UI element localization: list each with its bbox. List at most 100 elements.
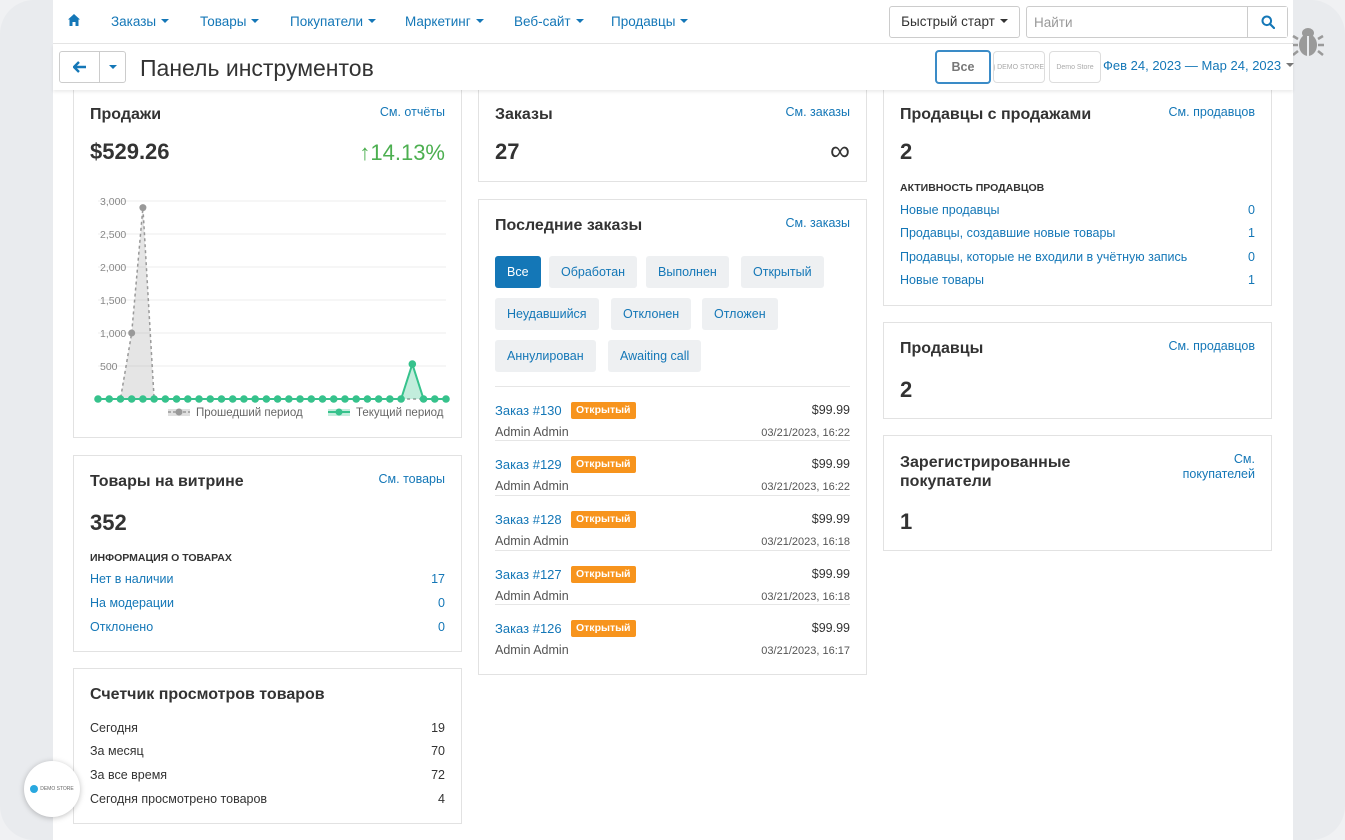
past-period-point — [128, 329, 136, 337]
store-filter-all[interactable]: Все — [935, 50, 991, 84]
filter-declined[interactable]: Отклонен — [611, 298, 692, 330]
nav-orders[interactable]: Заказы — [111, 14, 170, 29]
home-icon[interactable] — [67, 13, 81, 27]
back-button-group — [59, 51, 126, 83]
see-customers-link[interactable]: См. покупателей — [1182, 452, 1255, 481]
order-price: $99.99 — [811, 457, 850, 471]
filter-awaiting-call[interactable]: Awaiting call — [608, 340, 702, 372]
see-vendors-link-2[interactable]: См. продавцов — [1168, 339, 1255, 353]
products-card: Товары на витрине См. товары 352 ИНФОРМА… — [73, 455, 462, 652]
filter-complete[interactable]: Выполнен — [646, 256, 729, 288]
views-card: Счетчик просмотров товаров Сегодня 19 За … — [73, 668, 462, 824]
order-link[interactable]: Заказ #126 — [495, 621, 562, 636]
products-info-label: ИНФОРМАЦИЯ О ТОВАРАХ — [90, 552, 232, 564]
nav-vendors[interactable]: Продавцы — [611, 14, 689, 29]
date-range-picker[interactable]: Фев 24, 2023 — Мар 24, 2023 — [1103, 58, 1295, 73]
current-period-point — [206, 395, 215, 403]
order-date: 03/21/2023, 16:22 — [761, 481, 850, 493]
views-row-today-products: Сегодня просмотрено товаров 4 — [90, 792, 445, 806]
filter-backordered[interactable]: Отложен — [702, 298, 778, 330]
order-link[interactable]: Заказ #127 — [495, 567, 562, 582]
order-row[interactable]: Заказ #126 Открытый Admin Admin $99.99 0… — [495, 604, 850, 659]
vendor-activity-label: АКТИВНОСТЬ ПРОДАВЦОВ — [900, 182, 1045, 194]
views-row-all-time: За все время 72 — [90, 768, 445, 782]
current-period-point — [397, 395, 405, 403]
sales-title: Продажи — [90, 106, 162, 123]
status-badge: Открытый — [571, 620, 636, 637]
orders-change: ∞ — [830, 135, 850, 166]
order-row[interactable]: Заказ #127 Открытый Admin Admin $99.99 0… — [495, 550, 850, 605]
sales-change: ↑14.13% — [359, 140, 445, 165]
current-period-point — [127, 395, 136, 403]
vendor-row-not-logged-in[interactable]: Продавцы, которые не входили в учётную з… — [900, 250, 1255, 264]
filter-failed[interactable]: Неудавшийся — [495, 298, 599, 330]
products-row-out-of-stock[interactable]: Нет в наличии 17 — [90, 572, 445, 586]
filter-all[interactable]: Все — [495, 256, 541, 288]
orders-count: 27 — [495, 139, 520, 164]
demo-store-logo-icon — [30, 785, 39, 793]
see-vendors-link[interactable]: См. продавцов — [1168, 105, 1255, 119]
order-customer: Admin Admin — [495, 479, 569, 493]
status-badge: Открытый — [571, 566, 636, 583]
current-period-point — [150, 395, 158, 403]
vendors-with-sales-card: Продавцы с продажами См. продавцов 2 АКТ… — [883, 88, 1272, 306]
quick-start-button[interactable]: Быстрый старт — [889, 6, 1020, 38]
store-filter-demo-store-1[interactable]: DEMO STORE — [993, 51, 1045, 83]
products-title: Товары на витрине — [90, 473, 244, 490]
nav-customers[interactable]: Покупатели — [290, 14, 377, 29]
vendors-card: Продавцы См. продавцов 2 — [883, 322, 1272, 419]
vendor-row-new-products[interactable]: Продавцы, создавшие новые товары 1 — [900, 226, 1255, 240]
nav-marketing[interactable]: Маркетинг — [405, 14, 484, 29]
current-period-point — [262, 395, 271, 403]
legend-past-label: Прошедший период — [196, 407, 303, 419]
order-row[interactable]: Заказ #129 Открытый Admin Admin $99.99 0… — [495, 440, 850, 495]
current-period-point — [116, 395, 125, 403]
search-icon — [1261, 15, 1275, 29]
chevron-down-icon — [475, 19, 484, 23]
current-period-point — [363, 395, 372, 403]
current-period-point — [442, 395, 450, 403]
recent-orders-title: Последние заказы — [495, 217, 643, 234]
back-button[interactable] — [60, 52, 100, 82]
store-filter-demo-store-2[interactable]: Demo Store — [1049, 51, 1101, 83]
order-row[interactable]: Заказ #130 Открытый Admin Admin $99.99 0… — [495, 386, 850, 441]
vendor-row-new[interactable]: Новые продавцы 0 — [900, 203, 1255, 217]
nav-website[interactable]: Веб-сайт — [514, 14, 584, 29]
order-link[interactable]: Заказ #129 — [495, 457, 562, 472]
order-row[interactable]: Заказ #128 Открытый Admin Admin $99.99 0… — [495, 495, 850, 550]
search-input[interactable] — [1027, 7, 1247, 37]
see-products-link[interactable]: См. товары — [378, 472, 446, 486]
vendors-sales-count: 2 — [900, 139, 913, 164]
status-badge: Открытый — [571, 456, 636, 473]
order-customer: Admin Admin — [495, 643, 569, 657]
search-button[interactable] — [1247, 7, 1287, 37]
nav-products[interactable]: Товары — [200, 14, 260, 29]
current-period-point — [139, 395, 147, 403]
see-orders-link-2[interactable]: См. заказы — [785, 216, 850, 230]
current-period-point — [251, 395, 259, 403]
order-link[interactable]: Заказ #128 — [495, 512, 562, 527]
sales-amount: $529.26 — [90, 139, 170, 164]
order-link[interactable]: Заказ #130 — [495, 403, 562, 418]
filter-cancelled[interactable]: Аннулирован — [495, 340, 596, 372]
products-row-on-moderation[interactable]: На модерации 0 — [90, 596, 445, 610]
legend-current-label: Текущий период — [356, 407, 444, 419]
filter-processed[interactable]: Обработан — [549, 256, 638, 288]
demo-store-widget[interactable]: DEMO STORE — [24, 761, 80, 817]
bug-icon[interactable] — [1292, 24, 1324, 58]
current-period-point — [217, 395, 226, 403]
chevron-down-icon — [680, 19, 689, 23]
arrow-left-icon — [72, 61, 86, 73]
current-period-point — [240, 395, 248, 403]
see-orders-link[interactable]: См. заказы — [785, 105, 850, 119]
app-window: Заказы Товары Покупатели Маркетинг Веб-с… — [53, 0, 1295, 840]
products-row-declined[interactable]: Отклонено 0 — [90, 620, 445, 634]
filter-open[interactable]: Открытый — [741, 256, 824, 288]
history-dropdown[interactable] — [100, 52, 125, 82]
page-header: Панель инструментов Все DEMO STORE Demo … — [53, 44, 1295, 90]
see-reports-link[interactable]: См. отчёты — [379, 105, 445, 119]
order-price: $99.99 — [811, 403, 850, 417]
vendor-row-new-items[interactable]: Новые товары 1 — [900, 273, 1255, 287]
current-period-point — [285, 395, 293, 403]
